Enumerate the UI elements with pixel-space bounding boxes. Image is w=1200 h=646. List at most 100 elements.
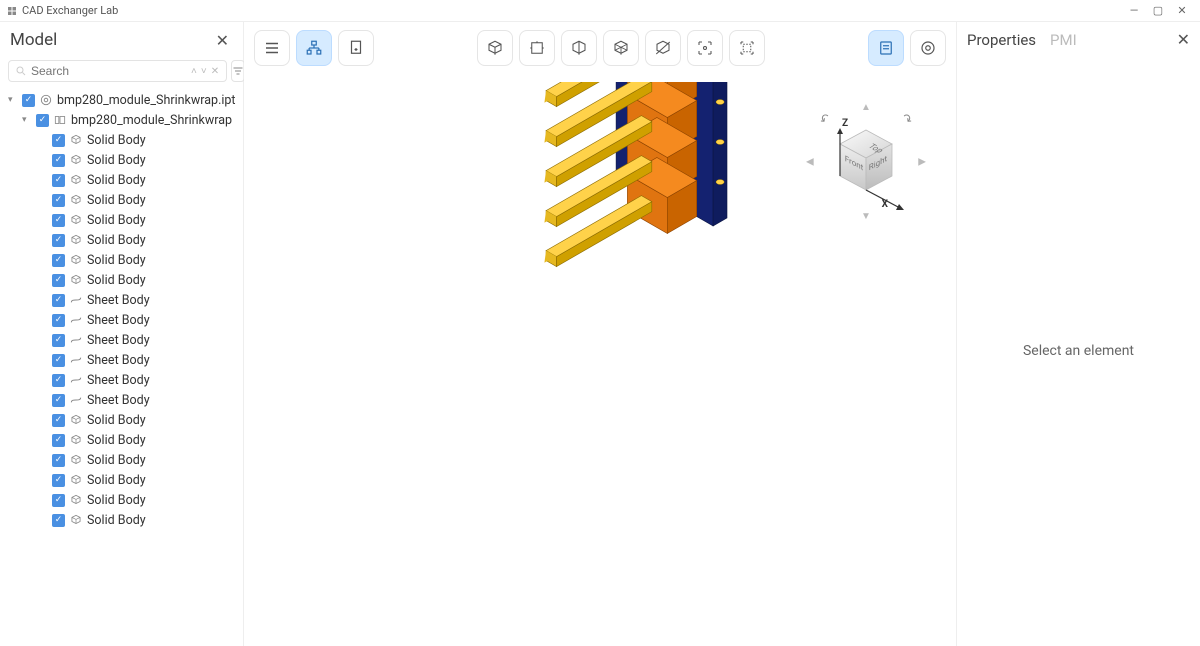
tree-body[interactable]: ✓ Solid Body (4, 410, 239, 430)
viewport[interactable]: ▲ ▼ ◀ ▶ ↶ ↷ Z X Top Front Ri (244, 22, 956, 646)
search-next-button[interactable]: ˅ (200, 66, 208, 77)
tree-body[interactable]: ✓ Sheet Body (4, 330, 239, 350)
wireframe-button[interactable] (603, 30, 639, 66)
tree-label: Solid Body (87, 273, 146, 288)
solid-icon (69, 473, 83, 487)
tree-body[interactable]: ✓Solid Body (4, 170, 239, 190)
model-panel-title: Model (10, 30, 212, 50)
visibility-checkbox[interactable]: ✓ (52, 414, 65, 427)
structure-button[interactable] (296, 30, 332, 66)
properties-panel-close-button[interactable]: ✕ (1177, 30, 1190, 49)
tree-label: Solid Body (87, 133, 146, 148)
tree-label: Solid Body (87, 453, 146, 468)
measure-button[interactable] (519, 30, 555, 66)
sheet-icon (69, 393, 83, 407)
visibility-checkbox[interactable]: ✓ (52, 214, 65, 227)
tree-body[interactable]: ✓Sheet Body (4, 290, 239, 310)
window-close-button[interactable]: ✕ (1170, 4, 1194, 17)
part-icon (53, 113, 67, 127)
filter-icon (232, 65, 244, 77)
tree-body[interactable]: ✓ Solid Body (4, 190, 239, 210)
search-box[interactable]: ˄ ˅ ✕ (8, 60, 227, 82)
tree-label: Solid Body (87, 513, 146, 528)
tree-label: bmp280_module_Shrinkwrap (71, 113, 232, 128)
tree-body[interactable]: ✓ Solid Body (4, 450, 239, 470)
visibility-checkbox[interactable]: ✓ (52, 314, 65, 327)
model-panel-close-button[interactable]: ✕ (212, 31, 233, 50)
visibility-checkbox[interactable]: ✓ (22, 94, 35, 107)
solid-icon (69, 133, 83, 147)
solid-icon (69, 453, 83, 467)
section-button[interactable] (645, 30, 681, 66)
visibility-checkbox[interactable]: ✓ (52, 374, 65, 387)
zoom-selection-button[interactable] (729, 30, 765, 66)
tree-label: Sheet Body (87, 333, 150, 348)
visibility-checkbox[interactable]: ✓ (52, 434, 65, 447)
tree-label: Sheet Body (87, 353, 150, 368)
tree-part[interactable]: ▾✓bmp280_module_Shrinkwrap (4, 110, 239, 130)
tree-label: Sheet Body (87, 313, 150, 328)
fit-view-button[interactable] (687, 30, 723, 66)
visibility-checkbox[interactable]: ✓ (52, 334, 65, 347)
tree-body[interactable]: ✓Solid Body (4, 230, 239, 250)
sheet-icon (69, 293, 83, 307)
tree-label: Solid Body (87, 253, 146, 268)
new-doc-button[interactable] (338, 30, 374, 66)
tree-body[interactable]: ✓ Solid Body (4, 250, 239, 270)
tree-body[interactable]: ✓Solid Body (4, 490, 239, 510)
visibility-checkbox[interactable]: ✓ (52, 294, 65, 307)
solid-icon (69, 153, 83, 167)
visibility-checkbox[interactable]: ✓ (52, 194, 65, 207)
window-maximize-button[interactable]: ▢ (1146, 4, 1170, 17)
tree-body[interactable]: ✓ Sheet Body (4, 310, 239, 330)
tree-body[interactable]: ✓ Solid Body (4, 270, 239, 290)
search-input[interactable] (31, 64, 186, 78)
tree-label: Solid Body (87, 193, 146, 208)
visibility-checkbox[interactable]: ✓ (36, 114, 49, 127)
tree-body[interactable]: ✓ Solid Body (4, 130, 239, 150)
visibility-checkbox[interactable]: ✓ (52, 234, 65, 247)
sheet-icon (69, 373, 83, 387)
window-minimize-button[interactable]: — (1122, 4, 1146, 17)
tree-body[interactable]: ✓Sheet Body (4, 390, 239, 410)
view-iso-button[interactable] (477, 30, 513, 66)
visibility-checkbox[interactable]: ✓ (52, 514, 65, 527)
titlebar: CAD Exchanger Lab — ▢ ✕ (0, 0, 1200, 22)
tree-label: Solid Body (87, 413, 146, 428)
tree-body[interactable]: ✓ Sheet Body (4, 350, 239, 370)
visibility-checkbox[interactable]: ✓ (52, 394, 65, 407)
tab-properties[interactable]: Properties (967, 31, 1036, 49)
appearance-button[interactable] (910, 30, 946, 66)
tree-body[interactable]: ✓ Solid Body (4, 150, 239, 170)
search-clear-button[interactable]: ✕ (210, 66, 220, 77)
filter-button[interactable] (231, 60, 245, 82)
tree-root[interactable]: ▾✓bmp280_module_Shrinkwrap.ipt (4, 90, 239, 110)
visibility-checkbox[interactable]: ✓ (52, 454, 65, 467)
tree-body[interactable]: ✓ Solid Body (4, 510, 239, 530)
tab-pmi[interactable]: PMI (1050, 31, 1077, 49)
solid-icon (69, 193, 83, 207)
tree-body[interactable]: ✓Solid Body (4, 210, 239, 230)
visibility-checkbox[interactable]: ✓ (52, 274, 65, 287)
tree-body[interactable]: ✓Solid Body (4, 430, 239, 450)
visibility-checkbox[interactable]: ✓ (52, 354, 65, 367)
visibility-checkbox[interactable]: ✓ (52, 254, 65, 267)
view-cube[interactable]: ▲ ▼ ◀ ▶ ↶ ↷ Z X Top Front Ri (806, 102, 926, 222)
visibility-checkbox[interactable]: ✓ (52, 154, 65, 167)
solid-icon (69, 253, 83, 267)
search-prev-button[interactable]: ˄ (190, 66, 198, 77)
tree-label: Solid Body (87, 153, 146, 168)
model-tree: ▾✓bmp280_module_Shrinkwrap.ipt▾✓bmp280_m… (0, 88, 243, 646)
visibility-checkbox[interactable]: ✓ (52, 174, 65, 187)
properties-button[interactable] (868, 30, 904, 66)
visibility-checkbox[interactable]: ✓ (52, 134, 65, 147)
tree-label: Sheet Body (87, 373, 150, 388)
tree-body[interactable]: ✓ Sheet Body (4, 370, 239, 390)
menu-button[interactable] (254, 30, 290, 66)
properties-panel: Properties PMI ✕ Select an element (956, 22, 1200, 646)
tree-body[interactable]: ✓Solid Body (4, 470, 239, 490)
app-logo-icon (6, 5, 18, 17)
visibility-checkbox[interactable]: ✓ (52, 494, 65, 507)
shaded-button[interactable] (561, 30, 597, 66)
visibility-checkbox[interactable]: ✓ (52, 474, 65, 487)
